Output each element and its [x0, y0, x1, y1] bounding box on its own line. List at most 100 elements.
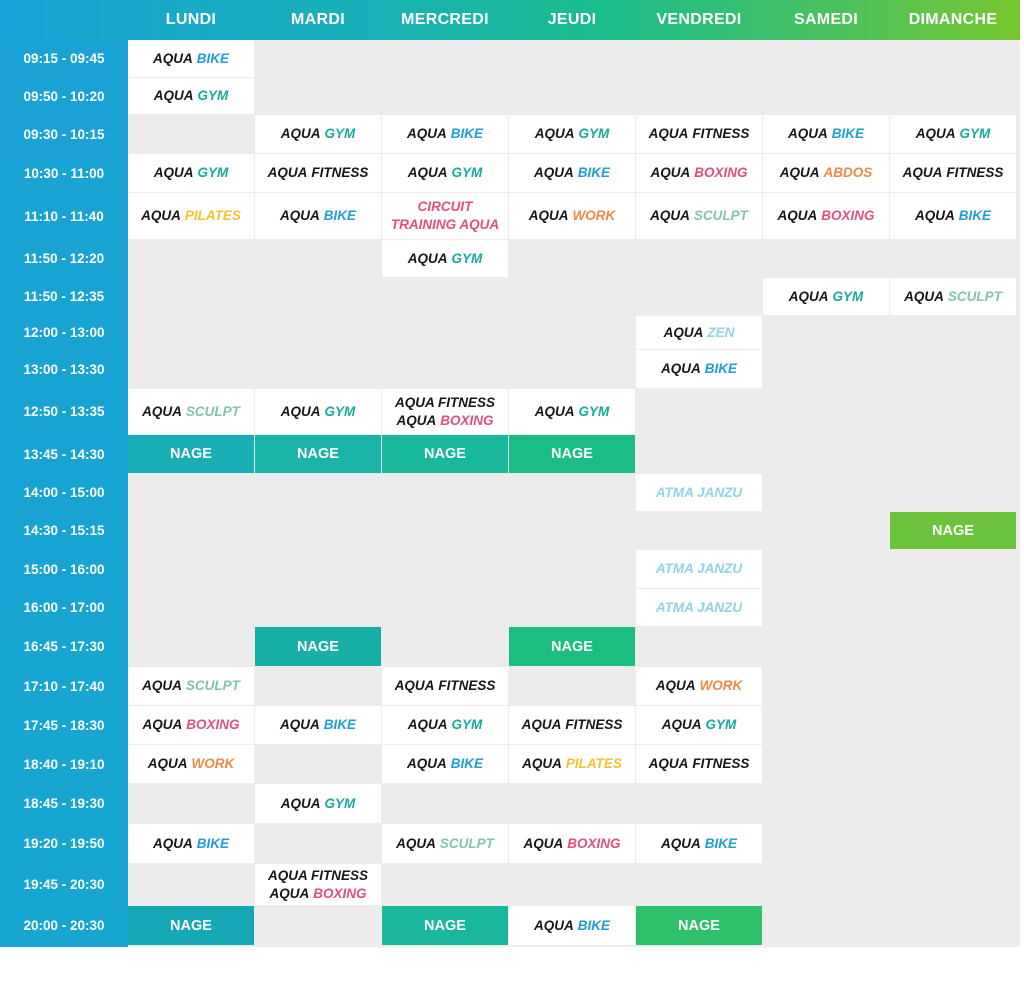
class-type-text: FITNESS: [565, 717, 623, 732]
class-session-cell: AQUA BIKE: [128, 824, 254, 863]
time-column-background: [0, 0, 128, 947]
class-prefix-text: AQUA: [660, 835, 701, 851]
class-prefix-text: AQUA: [787, 126, 828, 141]
class-prefix-text: AQUA: [142, 403, 182, 419]
class-type-text: PILATES: [565, 756, 622, 771]
class-session-cell: AQUA GYM: [509, 389, 635, 434]
class-prefix-text: AQUA: [533, 917, 574, 933]
class-name-line: AQUA SCULPT: [142, 677, 240, 695]
class-name-line: AQUA SCULPT: [904, 288, 1002, 306]
class-type-text: BIKE: [196, 50, 229, 66]
session-label: NAGE: [551, 638, 593, 655]
class-prefix-text: AQUA: [279, 717, 320, 732]
class-prefix-text: AQUA: [534, 403, 575, 419]
time-slot-label: 15:00 - 16:00: [23, 561, 105, 577]
class-type-text: BOXING: [821, 208, 875, 223]
class-type-text: GYM: [324, 126, 356, 141]
class-name-line: AQUA BIKE: [153, 835, 229, 853]
class-prefix-text: AQUA: [280, 126, 321, 141]
time-slot-label: 10:30 - 11:00: [23, 165, 105, 181]
class-name-line: AQUA GYM: [408, 716, 483, 734]
class-name-line: AQUA BOXING: [523, 835, 620, 853]
class-name-line: AQUA WORK: [148, 755, 235, 773]
class-session-cell: AQUA GYM: [382, 240, 508, 277]
class-name-line: AQUA FITNESS: [522, 716, 623, 734]
class-session-cell: AQUA SCULPT: [636, 193, 762, 239]
class-type-text: BOXING: [694, 165, 748, 180]
class-type-text: FITNESS: [311, 165, 369, 180]
class-name-line: AQUA BIKE: [407, 125, 483, 143]
class-type-text: FITNESS: [692, 756, 750, 771]
class-prefix-text: AQUA: [648, 126, 689, 141]
class-prefix-text: AQUA: [407, 165, 448, 180]
class-prefix-text: AQUA: [788, 288, 829, 304]
class-session-cell: AQUA SCULPT: [128, 389, 254, 434]
class-name-line: ATMA JANZU: [656, 599, 742, 617]
class-name-line: AQUA BIKE: [280, 716, 356, 734]
class-name-line: AQUA GYM: [154, 164, 229, 182]
day-header-jeudi: JEUDI: [547, 11, 597, 28]
class-prefix-text: AQUA: [650, 208, 690, 223]
class-type-text: FITNESS: [438, 678, 496, 693]
class-name-line: AQUA ABDOS: [780, 164, 873, 182]
class-type-text: GYM: [578, 403, 610, 419]
class-name-line: AQUA GYM: [535, 403, 610, 421]
class-type-text: SCULPT: [439, 835, 494, 851]
class-session-cell: AQUA FITNESS AQUA BOXING: [382, 389, 508, 434]
class-session-cell: AQUA PILATES: [128, 193, 254, 239]
class-prefix-text: AQUA: [534, 126, 575, 141]
class-type-text: BIKE: [323, 717, 356, 732]
class-prefix-text: AQUA: [280, 403, 321, 419]
class-type-text: WORK: [572, 208, 616, 223]
class-type-text: BIKE: [323, 208, 356, 223]
class-name-text: AQUA FITNESS: [267, 867, 368, 883]
class-type-text: GYM: [451, 717, 483, 732]
class-prefix-text: AQUA: [660, 361, 701, 376]
class-type-text: SCULPT: [947, 288, 1002, 304]
class-session-cell: AQUA GYM: [763, 278, 889, 315]
class-type-text: BIKE: [577, 165, 610, 180]
class-session-cell: AQUA BIKE: [636, 350, 762, 388]
class-session-cell: AQUA GYM: [382, 154, 508, 192]
class-name-line: AQUA BIKE: [534, 164, 610, 182]
time-slot-label: 14:30 - 15:15: [23, 523, 105, 538]
swim-session-cell: NAGE: [509, 435, 635, 473]
class-session-cell: AQUA WORK: [128, 745, 254, 783]
swim-session-cell: NAGE: [128, 435, 254, 473]
class-session-cell: ATMA JANZU: [636, 550, 762, 588]
class-name-line: AQUA BOXING: [142, 716, 239, 734]
class-type-text: SCULPT: [185, 678, 240, 693]
swim-session-cell: NAGE: [636, 906, 762, 945]
class-session-cell: AQUA GYM: [636, 706, 762, 744]
swim-session-cell: NAGE: [382, 906, 508, 945]
class-prefix-text: AQUA: [406, 756, 447, 771]
class-name-line: AQUA GYM: [281, 403, 356, 421]
class-name-line: TRAINING AQUA: [391, 216, 499, 234]
class-name-line: AQUA BIKE: [661, 835, 737, 853]
class-session-cell: AQUA BIKE: [255, 706, 381, 744]
time-slot-label: 09:50 - 10:20: [23, 88, 105, 104]
class-type-text: SCULPT: [185, 403, 240, 419]
class-type-text: ABDOS: [823, 165, 873, 180]
class-name-line: AQUA GYM: [535, 125, 610, 143]
class-session-cell: AQUA GYM: [509, 115, 635, 153]
class-name-line: AQUA FITNESS: [268, 164, 369, 182]
time-slot-label: 17:45 - 18:30: [23, 717, 105, 733]
time-slot-label: 11:50 - 12:35: [23, 289, 105, 304]
class-prefix-text: AQUA: [407, 717, 448, 732]
class-session-cell: ATMA JANZU: [636, 589, 762, 626]
class-prefix-text: AQUA: [280, 795, 321, 811]
day-header-lundi: LUNDI: [165, 11, 217, 28]
class-session-cell: AQUA GYM: [255, 784, 381, 823]
session-label: NAGE: [424, 917, 466, 934]
session-label: NAGE: [297, 638, 339, 655]
class-type-text: BOXING: [313, 885, 367, 901]
time-slot-label: 13:45 - 14:30: [23, 446, 105, 462]
class-name-line: AQUA SCULPT: [142, 403, 240, 421]
class-prefix-text: AQUA: [396, 412, 437, 428]
time-slot-label: 19:45 - 20:30: [23, 877, 105, 892]
class-type-text: BIKE: [704, 361, 737, 376]
class-session-cell: ATMA JANZU: [636, 474, 762, 511]
class-type-text: ZEN: [707, 324, 735, 340]
session-label: NAGE: [424, 446, 466, 462]
